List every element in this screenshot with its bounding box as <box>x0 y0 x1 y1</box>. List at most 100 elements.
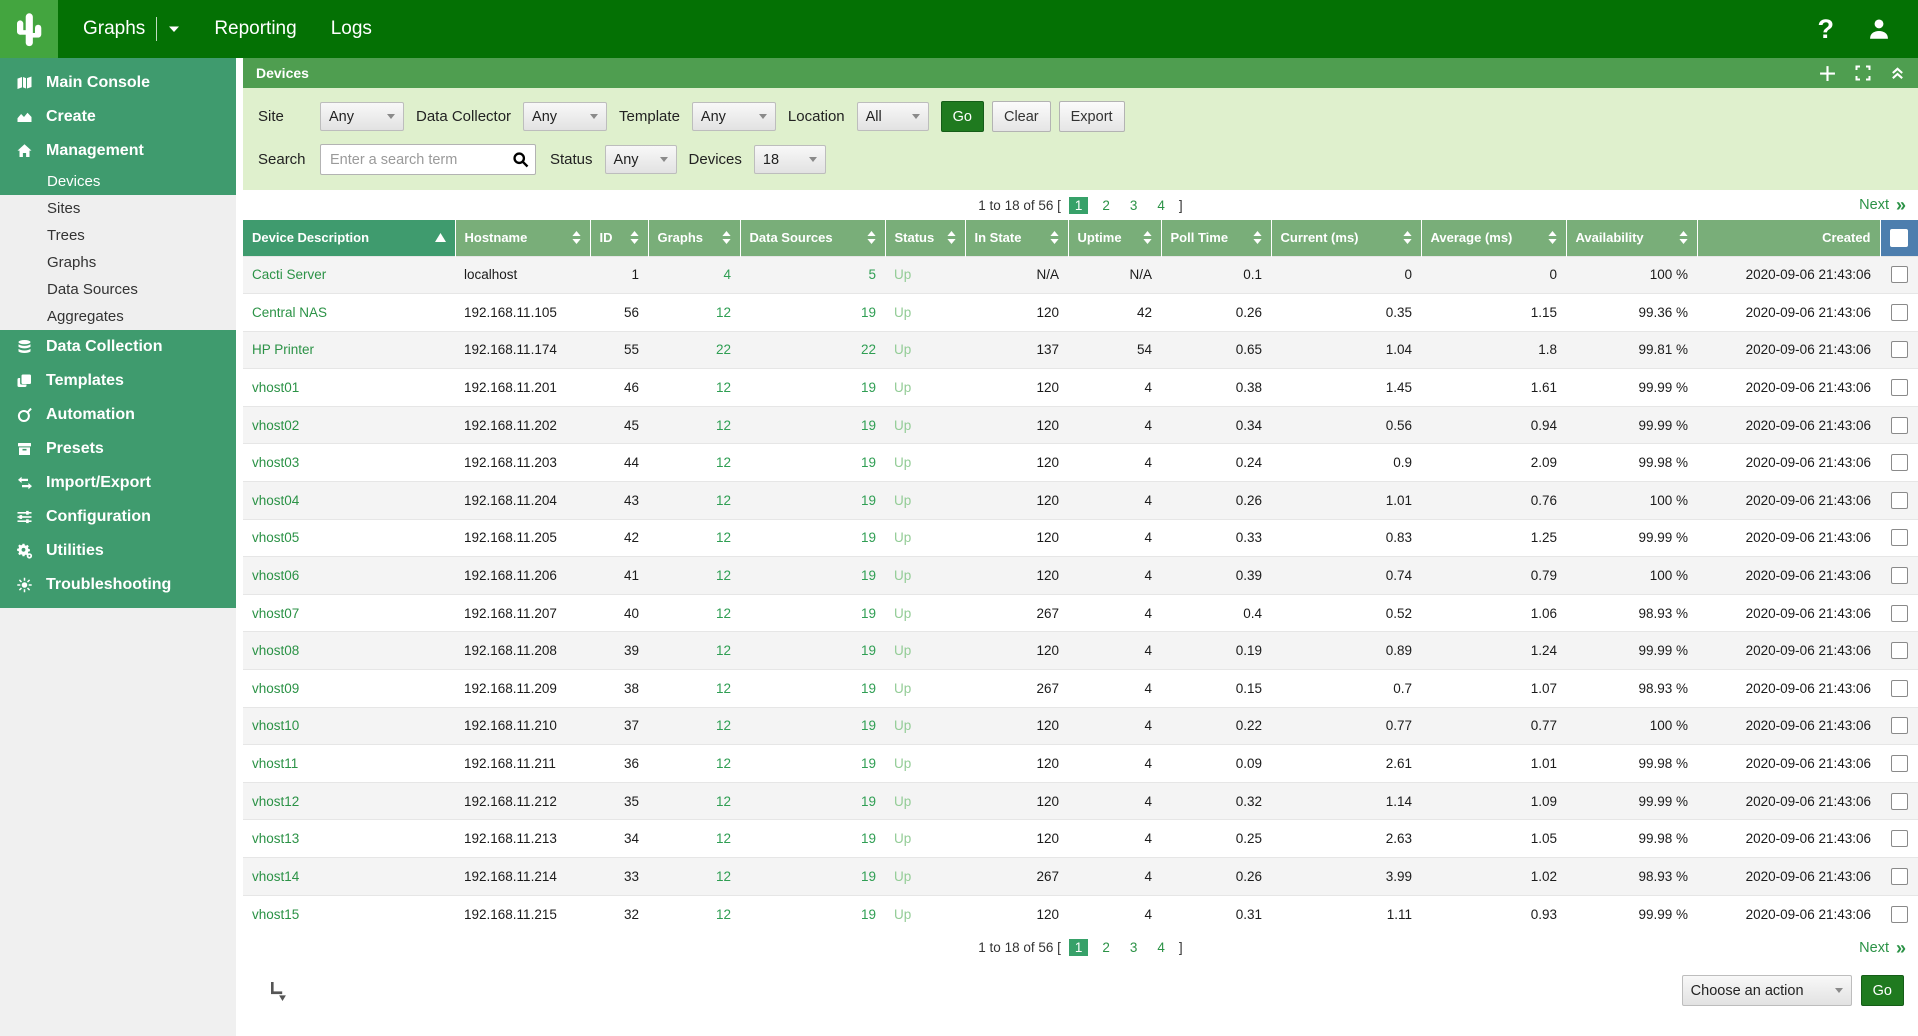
cell-device-description-link[interactable]: vhost15 <box>243 895 455 933</box>
row-checkbox[interactable] <box>1891 567 1908 584</box>
column-header-hostname[interactable]: Hostname <box>455 220 590 256</box>
page-link-2[interactable]: 2 <box>1096 197 1116 214</box>
cell-device-description-link[interactable]: vhost10 <box>243 707 455 745</box>
row-checkbox[interactable] <box>1891 680 1908 697</box>
sidebar-subitem-data-sources[interactable]: Data Sources <box>0 276 236 303</box>
cell-device-description-link[interactable]: vhost05 <box>243 519 455 557</box>
row-checkbox[interactable] <box>1891 417 1908 434</box>
search-icon[interactable] <box>512 151 529 168</box>
row-checkbox[interactable] <box>1891 717 1908 734</box>
sidebar-item-templates[interactable]: Templates <box>0 364 236 398</box>
sidebar-subitem-graphs[interactable]: Graphs <box>0 249 236 276</box>
sidebar-subitem-aggregates[interactable]: Aggregates <box>0 303 236 330</box>
cell-device-description-link[interactable]: Central NAS <box>243 294 455 332</box>
page-link-1[interactable]: 1 <box>1069 197 1089 214</box>
sidebar-item-troubleshooting[interactable]: Troubleshooting <box>0 568 236 602</box>
sidebar-item-data-collection[interactable]: Data Collection <box>0 330 236 364</box>
clear-button[interactable]: Clear <box>992 101 1051 132</box>
row-checkbox[interactable] <box>1891 906 1908 923</box>
page-link-2[interactable]: 2 <box>1096 939 1116 956</box>
sidebar-item-create[interactable]: Create <box>0 100 236 134</box>
column-header-created[interactable]: Created <box>1697 220 1880 256</box>
tab-graphs[interactable]: Graphs <box>66 0 197 58</box>
go-button[interactable]: Go <box>941 101 984 132</box>
column-header-uptime[interactable]: Uptime <box>1068 220 1161 256</box>
cell-device-description-link[interactable]: vhost02 <box>243 406 455 444</box>
column-header-data-sources[interactable]: Data Sources <box>740 220 885 256</box>
tab-reporting[interactable]: Reporting <box>197 0 313 58</box>
column-header-current-ms[interactable]: Current (ms) <box>1271 220 1421 256</box>
user-icon[interactable] <box>1866 16 1892 42</box>
cactus-logo[interactable] <box>0 0 58 58</box>
data-collector-select[interactable]: Any <box>523 102 607 131</box>
sidebar-item-configuration[interactable]: Configuration <box>0 500 236 534</box>
cell-device-description-link[interactable]: vhost08 <box>243 632 455 670</box>
sidebar-item-utilities[interactable]: Utilities <box>0 534 236 568</box>
next-page-link[interactable]: Next » <box>1859 190 1906 220</box>
site-select[interactable]: Any <box>320 102 404 131</box>
sidebar-item-import-export[interactable]: Import/Export <box>0 466 236 500</box>
sidebar-item-main-console[interactable]: Main Console <box>0 66 236 100</box>
page-link-4[interactable]: 4 <box>1151 197 1171 214</box>
select-all-checkbox[interactable] <box>1890 229 1908 247</box>
row-checkbox[interactable] <box>1891 793 1908 810</box>
cell-device-description-link[interactable]: vhost04 <box>243 482 455 520</box>
status-select[interactable]: Any <box>605 145 677 174</box>
cell-device-description-link[interactable]: vhost09 <box>243 670 455 708</box>
sidebar-item-management[interactable]: Management <box>0 134 236 168</box>
cell-device-description-link[interactable]: Cacti Server <box>243 256 455 294</box>
column-header-in-state[interactable]: In State <box>965 220 1068 256</box>
page-link-3[interactable]: 3 <box>1124 197 1144 214</box>
page-link-3[interactable]: 3 <box>1124 939 1144 956</box>
column-header-poll-time[interactable]: Poll Time <box>1161 220 1271 256</box>
row-checkbox[interactable] <box>1891 529 1908 546</box>
column-header-id[interactable]: ID <box>590 220 648 256</box>
cell-device-description-link[interactable]: vhost06 <box>243 557 455 595</box>
sidebar-subitem-devices[interactable]: Devices <box>0 168 236 195</box>
export-button[interactable]: Export <box>1059 101 1125 132</box>
plus-icon[interactable] <box>1819 65 1836 82</box>
sidebar-subitem-sites[interactable]: Sites <box>0 195 236 222</box>
column-header-device-description[interactable]: Device Description <box>243 220 455 256</box>
cell-device-description-link[interactable]: vhost11 <box>243 745 455 783</box>
row-checkbox[interactable] <box>1891 492 1908 509</box>
tab-logs[interactable]: Logs <box>314 0 389 58</box>
sidebar-item-presets[interactable]: Presets <box>0 432 236 466</box>
cell-device-description-link[interactable]: vhost01 <box>243 369 455 407</box>
row-checkbox[interactable] <box>1891 379 1908 396</box>
row-checkbox[interactable] <box>1891 266 1908 283</box>
choose-action-select[interactable]: Choose an action <box>1682 975 1852 1006</box>
column-header-graphs[interactable]: Graphs <box>648 220 740 256</box>
cell-device-description-link[interactable]: vhost12 <box>243 782 455 820</box>
search-input[interactable] <box>320 144 536 175</box>
sidebar-subitem-trees[interactable]: Trees <box>0 222 236 249</box>
column-header-availability[interactable]: Availability <box>1566 220 1697 256</box>
cell-device-description-link[interactable]: vhost03 <box>243 444 455 482</box>
chevron-down-icon[interactable] <box>168 25 180 34</box>
page-link-4[interactable]: 4 <box>1151 939 1171 956</box>
column-header-status[interactable]: Status <box>885 220 965 256</box>
location-select[interactable]: All <box>857 102 929 131</box>
collapse-icon[interactable] <box>1890 66 1905 81</box>
row-checkbox[interactable] <box>1891 642 1908 659</box>
row-checkbox[interactable] <box>1891 605 1908 622</box>
row-checkbox[interactable] <box>1891 755 1908 772</box>
cell-device-description-link[interactable]: vhost13 <box>243 820 455 858</box>
row-checkbox[interactable] <box>1891 830 1908 847</box>
row-checkbox[interactable] <box>1891 454 1908 471</box>
fullscreen-icon[interactable] <box>1855 65 1871 81</box>
sidebar-item-automation[interactable]: Automation <box>0 398 236 432</box>
cell-device-description-link[interactable]: vhost14 <box>243 858 455 896</box>
action-go-button[interactable]: Go <box>1861 975 1904 1006</box>
cell-device-description-link[interactable]: vhost07 <box>243 594 455 632</box>
cell-device-description-link[interactable]: HP Printer <box>243 331 455 369</box>
devices-count-select[interactable]: 18 <box>754 145 826 174</box>
help-icon[interactable]: ? <box>1818 16 1835 43</box>
column-header-average-ms[interactable]: Average (ms) <box>1421 220 1566 256</box>
row-checkbox[interactable] <box>1891 304 1908 321</box>
page-link-1[interactable]: 1 <box>1069 939 1089 956</box>
next-page-link[interactable]: Next » <box>1859 933 1906 963</box>
row-checkbox[interactable] <box>1891 868 1908 885</box>
template-select[interactable]: Any <box>692 102 776 131</box>
row-checkbox[interactable] <box>1891 341 1908 358</box>
